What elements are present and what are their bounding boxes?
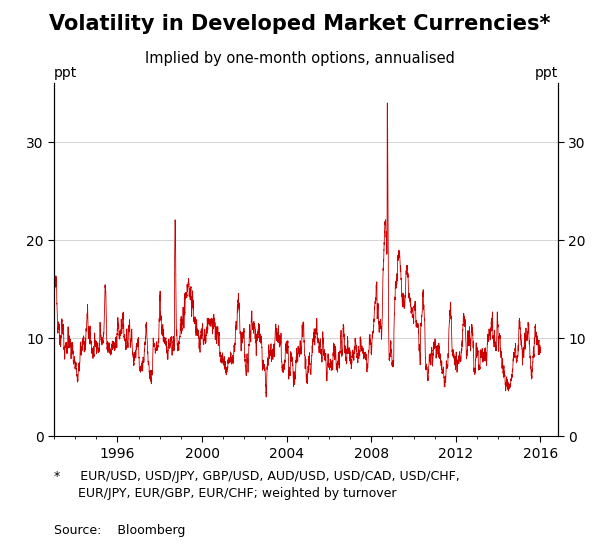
Text: EUR/JPY, EUR/GBP, EUR/CHF; weighted by turnover: EUR/JPY, EUR/GBP, EUR/CHF; weighted by t… [54, 486, 397, 499]
Text: ppt: ppt [54, 66, 77, 80]
Text: Implied by one-month options, annualised: Implied by one-month options, annualised [145, 51, 455, 66]
Text: ppt: ppt [535, 66, 558, 80]
Text: Source:    Bloomberg: Source: Bloomberg [54, 524, 185, 537]
Text: *     EUR/USD, USD/JPY, GBP/USD, AUD/USD, USD/CAD, USD/CHF,: * EUR/USD, USD/JPY, GBP/USD, AUD/USD, US… [54, 470, 460, 483]
Text: Volatility in Developed Market Currencies*: Volatility in Developed Market Currencie… [49, 14, 551, 34]
